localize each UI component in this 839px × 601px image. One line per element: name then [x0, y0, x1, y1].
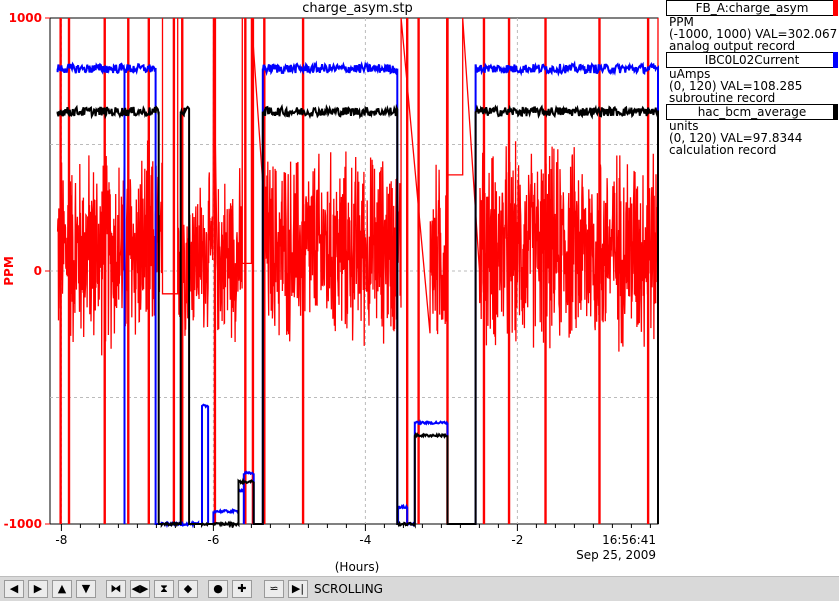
legend-series-name[interactable]: FB_A:charge_asym [666, 0, 838, 16]
legend-entry-IBC0L02Current[interactable]: IBC0L02Current uAmps (0, 120) VAL=108.285 s… [664, 52, 839, 104]
y-axis-label: PPM [2, 256, 16, 286]
scroll-up-button[interactable]: ▲ [52, 580, 72, 598]
legend-record-type: calculation record [669, 143, 777, 157]
legend: FB_A:charge_asym PPM (-1000, 1000) VAL=302… [664, 0, 839, 156]
legend-series-name[interactable]: hac_bcm_average [666, 104, 838, 120]
legend-unit: PPM [669, 15, 694, 29]
legend-range: (0, 120) VAL=97.8344 [669, 131, 803, 145]
zoom-out-horizontal-button[interactable]: ◀▶ [130, 580, 150, 598]
y-tick-label-1: 0 [34, 264, 42, 278]
y-tick-label-0: -1000 [4, 517, 42, 531]
zoom-out-vertical-button[interactable]: ◆ [178, 580, 198, 598]
back-to-live-button[interactable]: ▶| [288, 580, 308, 598]
x-axis-label: (Hours) [335, 560, 380, 574]
series-line-1 [56, 60, 659, 529]
zoom-in-horizontal-button[interactable]: ⧓ [106, 580, 126, 598]
y-tick-label-2: 1000 [9, 11, 42, 25]
scroll-left-button[interactable]: ◀ [4, 580, 24, 598]
legend-range: (0, 120) VAL=108.285 [669, 79, 803, 93]
legend-color-swatch [833, 0, 838, 16]
legend-unit: units [669, 119, 699, 133]
scroll-mode-status: SCROLLING [314, 582, 383, 596]
series-line-2 [56, 103, 659, 529]
fit-button[interactable]: ⋍ [264, 580, 284, 598]
toolbar: ◀ ▶ ▲ ▼ ⧓ ◀▶ ⧗ ◆ ● ✚ ⋍ ▶| SCROLLING [0, 576, 839, 601]
x-tick-label-0: -8 [55, 533, 67, 547]
x-tick-label-3: -2 [511, 533, 523, 547]
series-line-0 [56, 17, 659, 356]
reset-button[interactable]: ● [208, 580, 228, 598]
scroll-right-button[interactable]: ▶ [28, 580, 48, 598]
legend-color-swatch [833, 104, 838, 120]
x-tick-label-2: -4 [359, 533, 371, 547]
legend-entry-FB_A:charge_asym[interactable]: FB_A:charge_asym PPM (-1000, 1000) VAL=302… [664, 0, 839, 52]
legend-record-type: subroutine record [669, 91, 776, 105]
x-tick-label-1: -6 [207, 533, 219, 547]
scroll-down-button[interactable]: ▼ [76, 580, 96, 598]
legend-color-swatch [833, 52, 838, 68]
legend-unit: uAmps [669, 67, 711, 81]
legend-series-name[interactable]: IBC0L02Current [666, 52, 838, 68]
x-end-time-label: 16:56:41 [602, 533, 656, 547]
chart-title: charge_asym.stp [302, 1, 413, 16]
legend-entry-hac_bcm_average[interactable]: hac_bcm_average units (0, 120) VAL=97.8344… [664, 104, 839, 156]
legend-record-type: analog output record [669, 39, 796, 53]
x-end-date-label: Sep 25, 2009 [576, 548, 656, 562]
legend-range: (-1000, 1000) VAL=302.067 [669, 27, 838, 41]
add-button[interactable]: ✚ [232, 580, 252, 598]
zoom-in-vertical-button[interactable]: ⧗ [154, 580, 174, 598]
